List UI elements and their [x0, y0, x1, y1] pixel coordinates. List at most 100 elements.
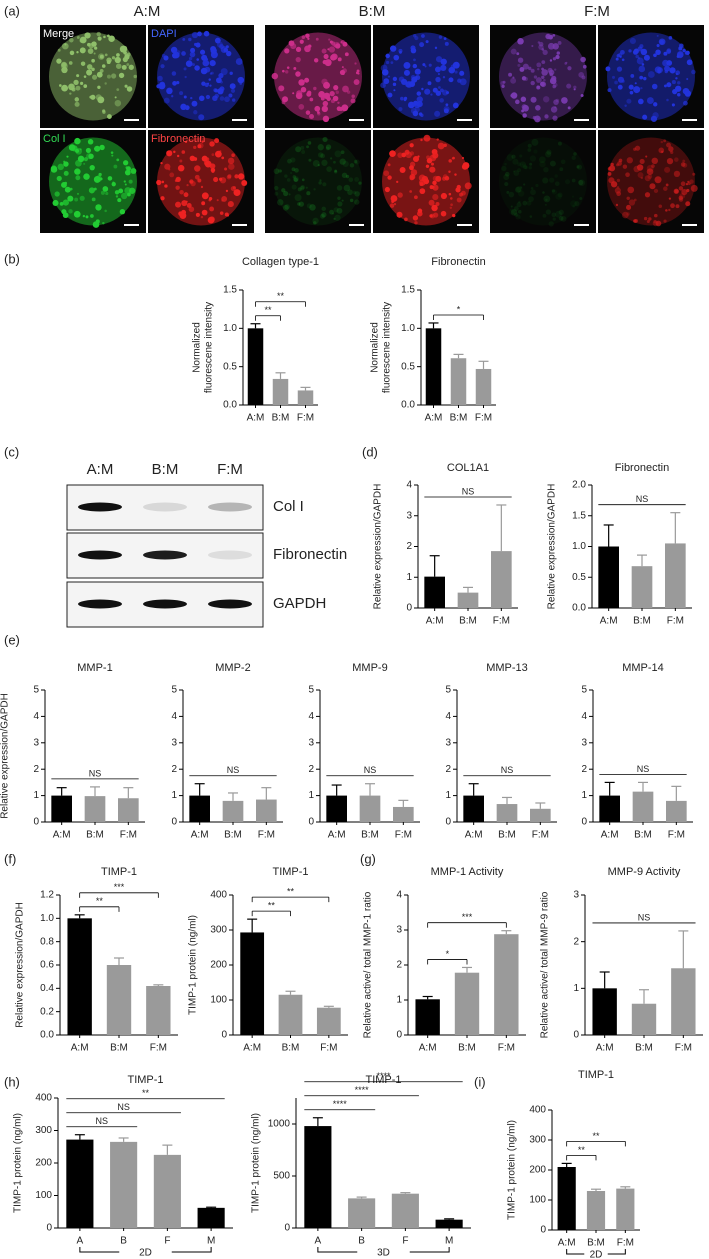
speckle [94, 46, 98, 50]
speckle [294, 168, 299, 173]
speckle [576, 164, 583, 170]
speckle [580, 56, 586, 63]
y-tick-label: 400 [529, 1105, 546, 1116]
speckle [216, 199, 219, 202]
scale-bar [232, 119, 247, 121]
y-tick-label: 4 [581, 711, 587, 722]
scale-bar [124, 224, 139, 226]
speckle [644, 175, 651, 182]
speckle [326, 96, 331, 102]
speckle [677, 93, 681, 97]
speckle [341, 172, 348, 179]
speckle [347, 189, 353, 196]
speckle [358, 181, 362, 185]
speckle [209, 206, 215, 212]
speckle [650, 115, 658, 122]
speckle [299, 185, 305, 191]
y-tick-label: 1 [406, 572, 412, 583]
speckle [635, 145, 641, 151]
y-tick-label: 200 [529, 1165, 546, 1176]
speckle [118, 188, 124, 194]
speckle [290, 157, 296, 163]
speckle [226, 50, 232, 57]
y-tick-label: 0 [221, 1030, 227, 1041]
speckle [608, 177, 615, 184]
speckle [616, 66, 623, 72]
speckle [572, 204, 576, 208]
y-tick-label: 0 [406, 603, 412, 614]
bar [146, 986, 171, 1035]
speckle [634, 218, 638, 223]
speckle [527, 148, 532, 152]
speckle [389, 203, 395, 208]
speckle [74, 101, 80, 107]
speckle [116, 88, 120, 92]
speckle [322, 136, 328, 143]
speckle [294, 194, 302, 202]
speckle [392, 82, 397, 87]
speckle [519, 161, 527, 168]
speckle [313, 58, 319, 63]
speckle [118, 72, 125, 79]
speckle [74, 197, 79, 202]
x-tick-label: B:M [459, 616, 477, 627]
speckle [107, 114, 112, 119]
speckle [439, 98, 444, 103]
speckle [430, 93, 433, 96]
speckle [85, 147, 92, 154]
speckle [74, 137, 81, 145]
speckle [549, 77, 557, 85]
speckle [128, 64, 134, 70]
speckle [185, 60, 193, 68]
lane-label: B:M [152, 461, 179, 478]
speckle [448, 66, 456, 74]
y-tick-label: 4 [396, 890, 402, 901]
speckle [203, 30, 210, 37]
speckle [292, 175, 297, 179]
y-tick-label: 3 [406, 510, 412, 521]
speckle [383, 170, 390, 177]
speckle [419, 188, 426, 195]
speckle [555, 210, 563, 218]
speckle [291, 167, 296, 172]
speckle [350, 98, 356, 104]
bar [530, 808, 551, 822]
x-tick-label: A:M [558, 1238, 576, 1249]
speckle [172, 49, 175, 53]
y-tick-label: 0 [284, 1223, 290, 1234]
panel-label: (d) [362, 444, 378, 459]
speckle [384, 186, 390, 193]
y-axis-label: Relative expression/GAPDH [0, 693, 11, 819]
speckle [114, 56, 121, 64]
speckle [340, 150, 345, 155]
speckle [320, 153, 326, 159]
speckle [456, 184, 461, 190]
speckle [433, 212, 439, 218]
speckle [434, 66, 441, 73]
bar [197, 1207, 225, 1228]
speckle [319, 179, 322, 182]
speckle [307, 90, 312, 95]
speckle [663, 186, 668, 191]
speckle [201, 201, 206, 206]
speckle [84, 32, 91, 39]
speckle [284, 204, 290, 210]
speckle [644, 192, 651, 198]
speckle [157, 75, 163, 82]
speckle [640, 48, 648, 56]
speckle [549, 160, 556, 167]
speckle [318, 90, 325, 98]
speckle [353, 79, 360, 86]
group-header: F:M [584, 3, 610, 20]
y-tick-label: 300 [35, 1125, 52, 1136]
speckle [110, 151, 114, 154]
bar [491, 551, 512, 608]
speckle [274, 185, 279, 191]
y-tick-label: 5 [308, 685, 314, 696]
y-tick-label: 4 [308, 711, 314, 722]
speckle [661, 150, 664, 153]
speckle [513, 212, 519, 217]
speckle [188, 56, 193, 61]
x-tick-label: B:M [450, 413, 468, 424]
